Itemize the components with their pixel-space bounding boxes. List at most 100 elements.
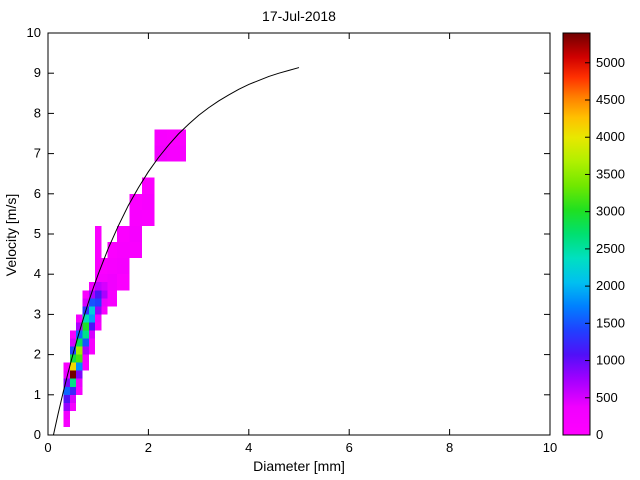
- heatmap-cell: [88, 330, 96, 339]
- heatmap-cell: [76, 354, 83, 363]
- heatmap-cell: [95, 225, 102, 243]
- colorbar-tick-label: 2000: [596, 278, 625, 293]
- x-axis-label: Diameter [mm]: [253, 458, 345, 474]
- heatmap-cell: [69, 330, 77, 339]
- heatmap-cell: [117, 225, 130, 243]
- x-tick-label: 6: [346, 440, 353, 455]
- heatmap-cell: [95, 282, 102, 291]
- heatmap-cell: [117, 242, 130, 259]
- heatmap-cell: [154, 129, 168, 146]
- heatmap-cell: [69, 386, 77, 395]
- heatmap-cell: [129, 242, 143, 259]
- y-axis-label-wrap: Velocity [m/s]: [0, 0, 22, 470]
- heatmap-cell: [88, 290, 96, 299]
- heatmap-cell: [95, 314, 102, 323]
- heatmap-cell: [69, 338, 77, 347]
- y-tick-label: 2: [34, 347, 41, 362]
- colorbar-tick-label: 4000: [596, 129, 625, 144]
- heatmap-cell: [107, 258, 118, 275]
- heatmap-cell: [88, 298, 96, 307]
- x-tick-label: 8: [446, 440, 453, 455]
- heatmap-cell: [101, 290, 108, 299]
- heatmap-cell: [88, 306, 96, 315]
- heatmap-cell: [82, 298, 89, 307]
- colorbar-tick-label: 3000: [596, 204, 625, 219]
- heatmap-cell: [82, 338, 89, 347]
- colorbar-tick-label: 3500: [596, 166, 625, 181]
- heatmap-cell: [95, 274, 102, 283]
- heatmap-cell: [63, 378, 70, 387]
- terminal-fall-velocity-curve: [53, 67, 300, 435]
- colorbar-tick-label: 2500: [596, 241, 625, 256]
- heatmap-cell: [95, 306, 102, 315]
- heatmap-cell: [63, 402, 70, 411]
- y-tick-label: 3: [34, 306, 41, 321]
- heatmap-cell: [88, 322, 96, 331]
- colorbar-tick-label: 5000: [596, 55, 625, 70]
- heatmap-cell: [129, 193, 143, 210]
- x-tick-label: 2: [145, 440, 152, 455]
- colorbar-tick-label: 4500: [596, 92, 625, 107]
- heatmap-cell: [82, 322, 89, 331]
- heatmap-cell: [101, 258, 108, 275]
- heatmap-cell: [129, 209, 143, 226]
- heatmap-cell: [154, 145, 168, 162]
- y-tick-label: 7: [34, 146, 41, 161]
- heatmap-cell: [117, 274, 130, 291]
- heatmap-cell: [95, 298, 102, 307]
- heatmap-cell: [69, 370, 77, 379]
- heatmap-cell: [82, 346, 89, 355]
- heatmap-cell: [101, 306, 108, 315]
- heatmap-cell: [76, 338, 83, 347]
- x-tick-label: 4: [245, 440, 252, 455]
- y-tick-label: 4: [34, 266, 41, 281]
- heatmap-cell: [82, 314, 89, 323]
- colorbar-tick-label: 1000: [596, 353, 625, 368]
- heatmap-cell: [101, 274, 108, 283]
- heatmap-cell: [76, 362, 83, 371]
- heatmap-cell: [76, 378, 83, 387]
- heatmap-cell: [63, 370, 70, 379]
- heatmap-cell: [63, 418, 70, 427]
- heatmap-cell: [101, 282, 108, 291]
- heatmap-cell: [107, 290, 118, 307]
- heatmap-cell: [88, 314, 96, 323]
- colorbar: [562, 32, 591, 436]
- heatmap-cell: [63, 410, 70, 419]
- heatmap-cell: [101, 298, 108, 307]
- colorbar-tick-label: 1500: [596, 315, 625, 330]
- heatmap-cell: [63, 386, 70, 395]
- y-tick-label: 8: [34, 105, 41, 120]
- y-tick-label: 1: [34, 387, 41, 402]
- heatmap-cell: [88, 282, 96, 291]
- heatmap-cell: [107, 242, 118, 259]
- heatmap-cell: [82, 290, 89, 299]
- heatmap-cells: [63, 129, 187, 427]
- colorbar-tick-label: 0: [596, 427, 603, 442]
- y-tick-label: 5: [34, 226, 41, 241]
- heatmap-cell: [63, 362, 70, 371]
- heatmap-cell: [76, 346, 83, 355]
- heatmap-cell: [76, 330, 83, 339]
- heatmap-cell: [142, 177, 155, 194]
- heatmap-cell: [69, 394, 77, 403]
- heatmap-cell: [69, 346, 77, 355]
- y-tick-label: 0: [34, 427, 41, 442]
- heatmap-cell: [95, 242, 102, 259]
- heatmap-cell: [69, 378, 77, 387]
- y-tick-label: 6: [34, 186, 41, 201]
- y-tick-label: 9: [34, 65, 41, 80]
- y-tick-label: 10: [27, 25, 41, 40]
- heatmap-cell: [95, 290, 102, 299]
- heatmap-cell: [82, 330, 89, 339]
- x-tick-label: 0: [44, 440, 51, 455]
- heatmap-cell: [63, 394, 70, 403]
- heatmap-cell: [76, 322, 83, 331]
- heatmap-cell: [76, 314, 83, 323]
- heatmap-cell: [76, 386, 83, 395]
- heatmap-cell: [76, 370, 83, 379]
- heatmap-cell: [69, 354, 77, 363]
- heatmap-cell: [95, 322, 102, 331]
- heatmap-cell: [167, 145, 187, 162]
